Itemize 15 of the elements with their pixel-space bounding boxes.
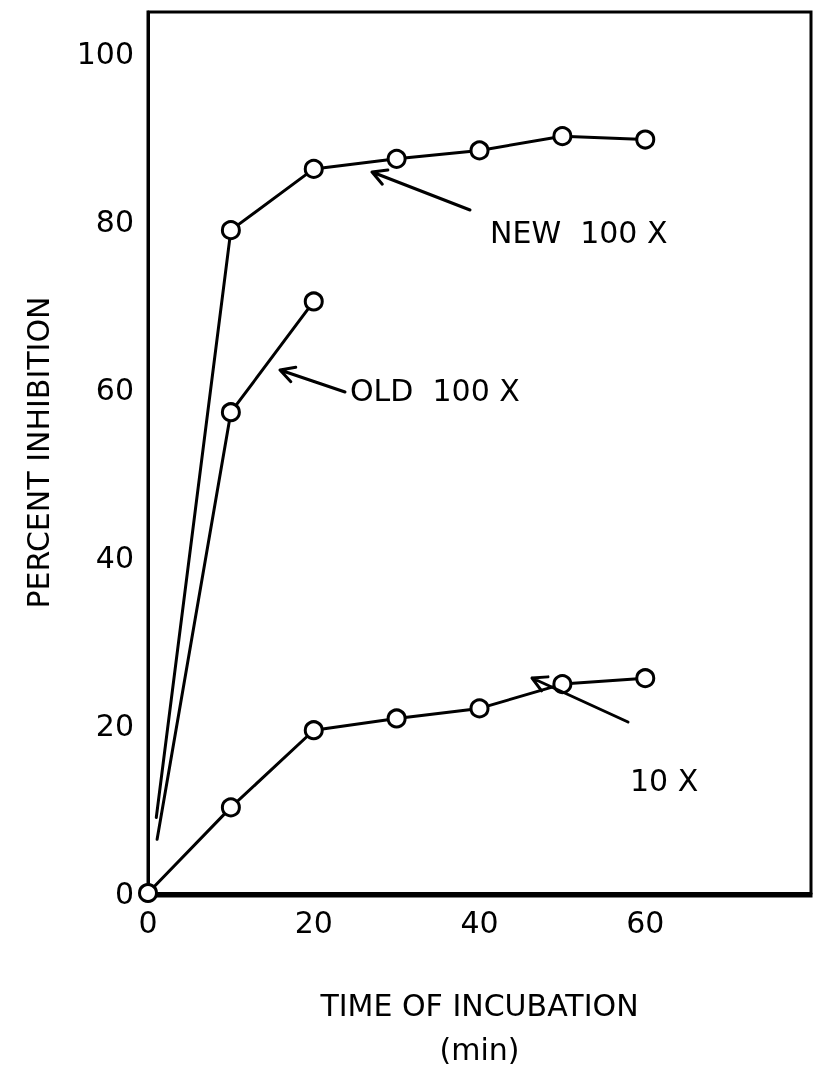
y-axis-title: PERCENT INHIBITION: [20, 296, 56, 609]
y-tick-label: 100: [76, 36, 134, 72]
y-tick-label: 40: [95, 539, 134, 575]
x-axis-title: TIME OF INCUBATION (min): [319, 987, 639, 1067]
y-tick-label: 80: [95, 204, 134, 240]
annotation: 10 X: [630, 762, 699, 798]
y-tick-label: 60: [95, 372, 134, 408]
x-tick-label: 20: [294, 904, 333, 940]
x-tick-label: 40: [460, 904, 499, 940]
y-tick-label: 0: [114, 875, 134, 911]
annotation: NEW 100 X: [490, 214, 668, 250]
x-tick-label: 0: [138, 904, 158, 940]
annotation: OLD 100 X: [350, 372, 520, 408]
x-tick-label: 60: [626, 904, 665, 940]
y-tick-label: 20: [95, 707, 134, 743]
